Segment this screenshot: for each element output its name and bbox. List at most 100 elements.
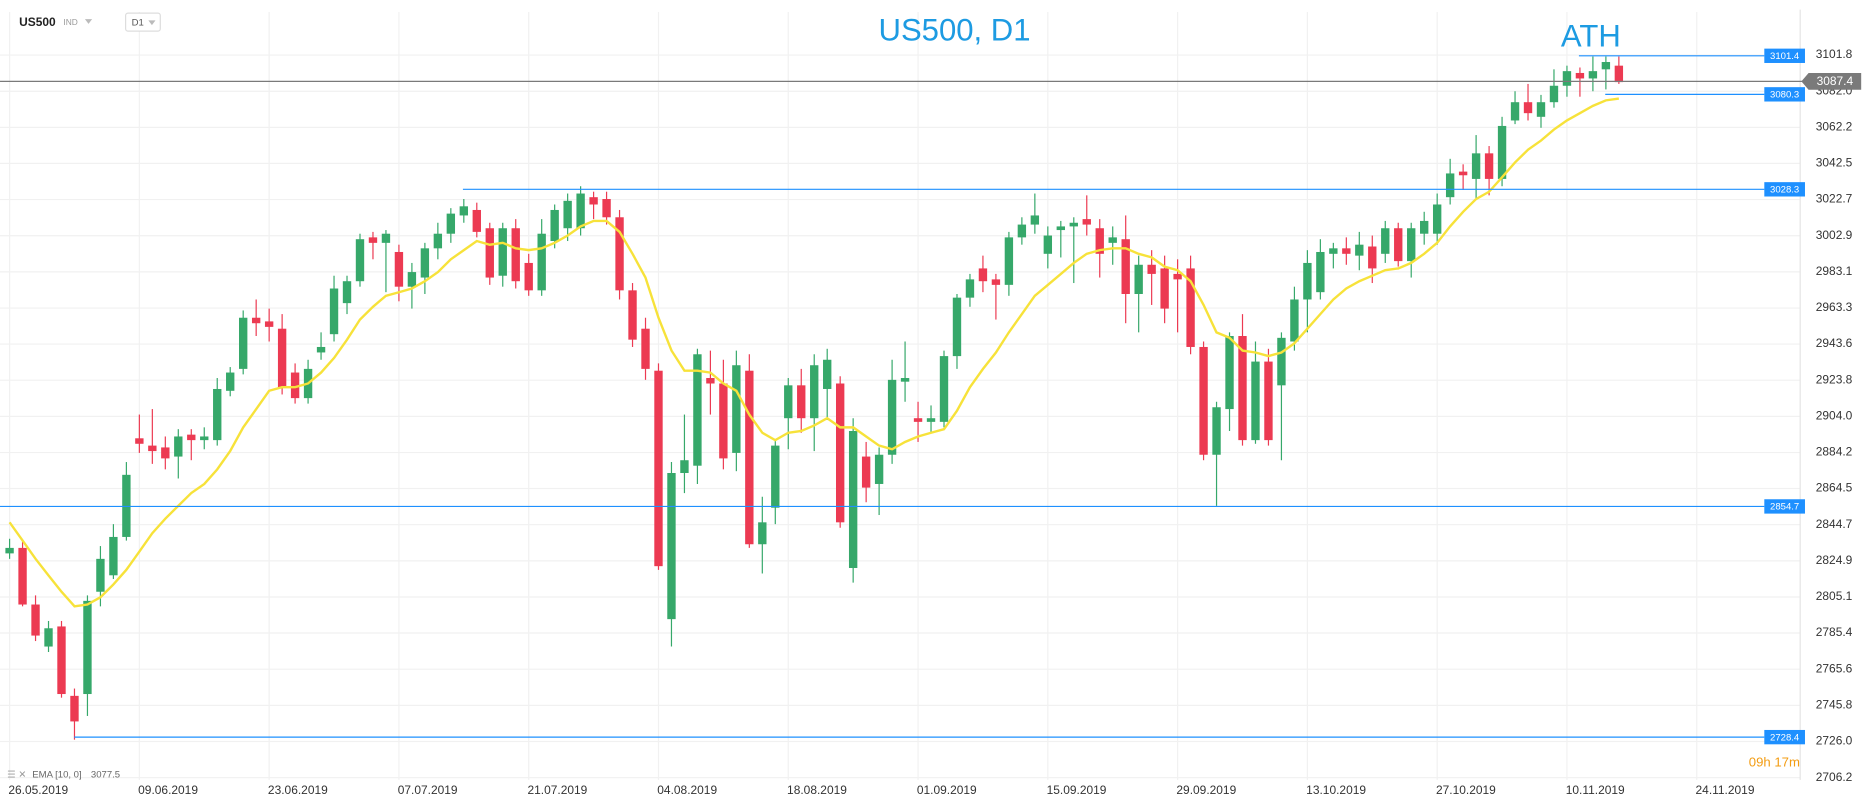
candle-body — [654, 370, 663, 567]
candle-body — [602, 199, 611, 218]
x-tick-label: 26.05.2019 — [8, 783, 68, 797]
candle-body — [70, 695, 79, 722]
candle-body — [1420, 220, 1429, 234]
y-tick-label: 2983.1 — [1816, 264, 1853, 278]
ema-line — [8, 97, 1620, 608]
y-tick-label: 2943.6 — [1816, 336, 1853, 350]
candle-body — [563, 200, 572, 229]
candle-body — [1264, 361, 1273, 441]
y-tick-label: 2805.1 — [1816, 589, 1853, 603]
candle-body — [537, 233, 546, 291]
annotation: ATH — [1561, 18, 1621, 53]
candle-body — [1173, 273, 1182, 280]
candle-body — [848, 430, 858, 568]
candle-body — [887, 379, 897, 455]
level-label: 2854.7 — [1770, 502, 1799, 513]
candle-body — [1134, 264, 1143, 294]
y-tick-label: 2745.8 — [1816, 698, 1853, 712]
candle-body — [952, 297, 962, 357]
x-tick-label: 29.09.2019 — [1176, 783, 1236, 797]
candle-body — [1290, 299, 1299, 342]
candle-body — [576, 193, 585, 229]
level-label: 3101.4 — [1770, 51, 1800, 62]
y-tick-label: 3062.2 — [1816, 120, 1853, 134]
y-tick-label: 2963.3 — [1816, 300, 1853, 314]
y-tick-label: 3042.5 — [1816, 156, 1853, 170]
candle-body — [1614, 65, 1624, 83]
candle-body — [1277, 337, 1286, 386]
symbol[interactable]: US500 — [19, 15, 56, 29]
y-tick-label: 2765.6 — [1816, 661, 1853, 675]
candle-body — [109, 536, 118, 576]
chart-title: US500, D1 — [879, 13, 1031, 48]
candle-body — [316, 346, 326, 353]
candle-body — [550, 209, 559, 242]
candle-body — [1407, 228, 1416, 262]
candle-body — [1004, 237, 1014, 285]
price-label-box — [1801, 73, 1862, 90]
timeframe-box[interactable] — [125, 12, 161, 32]
y-tick-label: 3101.8 — [1816, 47, 1853, 61]
candle-body — [1199, 346, 1208, 455]
x-tick-label: 01.09.2019 — [917, 783, 977, 797]
y-tick-label: 3022.7 — [1816, 192, 1853, 206]
candle-body — [823, 359, 832, 389]
candle-body — [200, 436, 209, 441]
candle-body — [810, 365, 819, 419]
y-tick-label: 2824.9 — [1816, 553, 1853, 567]
legend-icon[interactable]: ☰ ✕ — [7, 770, 26, 781]
candle-body — [706, 378, 715, 384]
candle-body — [797, 385, 806, 419]
candle-body — [407, 272, 417, 287]
level-label: 2728.4 — [1770, 732, 1800, 743]
x-tick-label: 23.06.2019 — [268, 783, 328, 797]
x-tick-label: 07.07.2019 — [398, 783, 458, 797]
candle-body — [329, 288, 339, 335]
candle-body — [368, 237, 378, 243]
x-tick-label: 04.08.2019 — [657, 783, 717, 797]
candle-body — [1484, 153, 1494, 179]
candle-body — [277, 328, 287, 388]
candle-body — [1056, 226, 1065, 231]
candle-body — [1394, 228, 1403, 262]
candle-body — [1095, 228, 1104, 254]
level-label-box — [1764, 182, 1805, 197]
candle-body — [420, 248, 430, 278]
y-tick-label: 2904.0 — [1816, 409, 1853, 423]
y-tick-label: 2923.8 — [1816, 372, 1853, 386]
candle-body — [83, 600, 92, 695]
candle-body — [589, 197, 598, 205]
y-tick-label: 2706.2 — [1816, 770, 1853, 784]
candle-body — [1368, 246, 1377, 269]
level-label-box — [1764, 499, 1805, 514]
candle-body — [874, 454, 884, 484]
candle-body — [719, 383, 728, 459]
candle-body — [174, 436, 183, 457]
candle-body — [511, 228, 520, 282]
y-tick-label: 2726.0 — [1816, 734, 1853, 748]
y-tick-label: 3002.9 — [1816, 228, 1853, 242]
candle-body — [96, 558, 105, 592]
x-tick-label: 27.10.2019 — [1436, 783, 1496, 797]
candle-body — [472, 209, 481, 232]
dropdown-arrow[interactable] — [148, 20, 156, 26]
candle-body — [991, 279, 1001, 285]
candle-body — [1588, 71, 1598, 79]
x-tick-label: 18.08.2019 — [787, 783, 847, 797]
candle-body — [459, 206, 469, 216]
candle-body — [5, 547, 14, 554]
candle-body — [913, 418, 923, 422]
candle-body — [1043, 235, 1053, 254]
level-label-box — [1764, 729, 1805, 745]
candle-body — [732, 365, 741, 453]
price-label: 3087.4 — [1817, 74, 1854, 88]
candle-body — [693, 354, 702, 466]
x-tick-label: 24.11.2019 — [1696, 783, 1755, 797]
grid — [0, 11, 1801, 780]
indicator-name: EMA [10, 0] — [32, 770, 81, 781]
timeframe[interactable]: D1 — [132, 17, 144, 28]
dropdown-arrow[interactable] — [84, 19, 93, 24]
